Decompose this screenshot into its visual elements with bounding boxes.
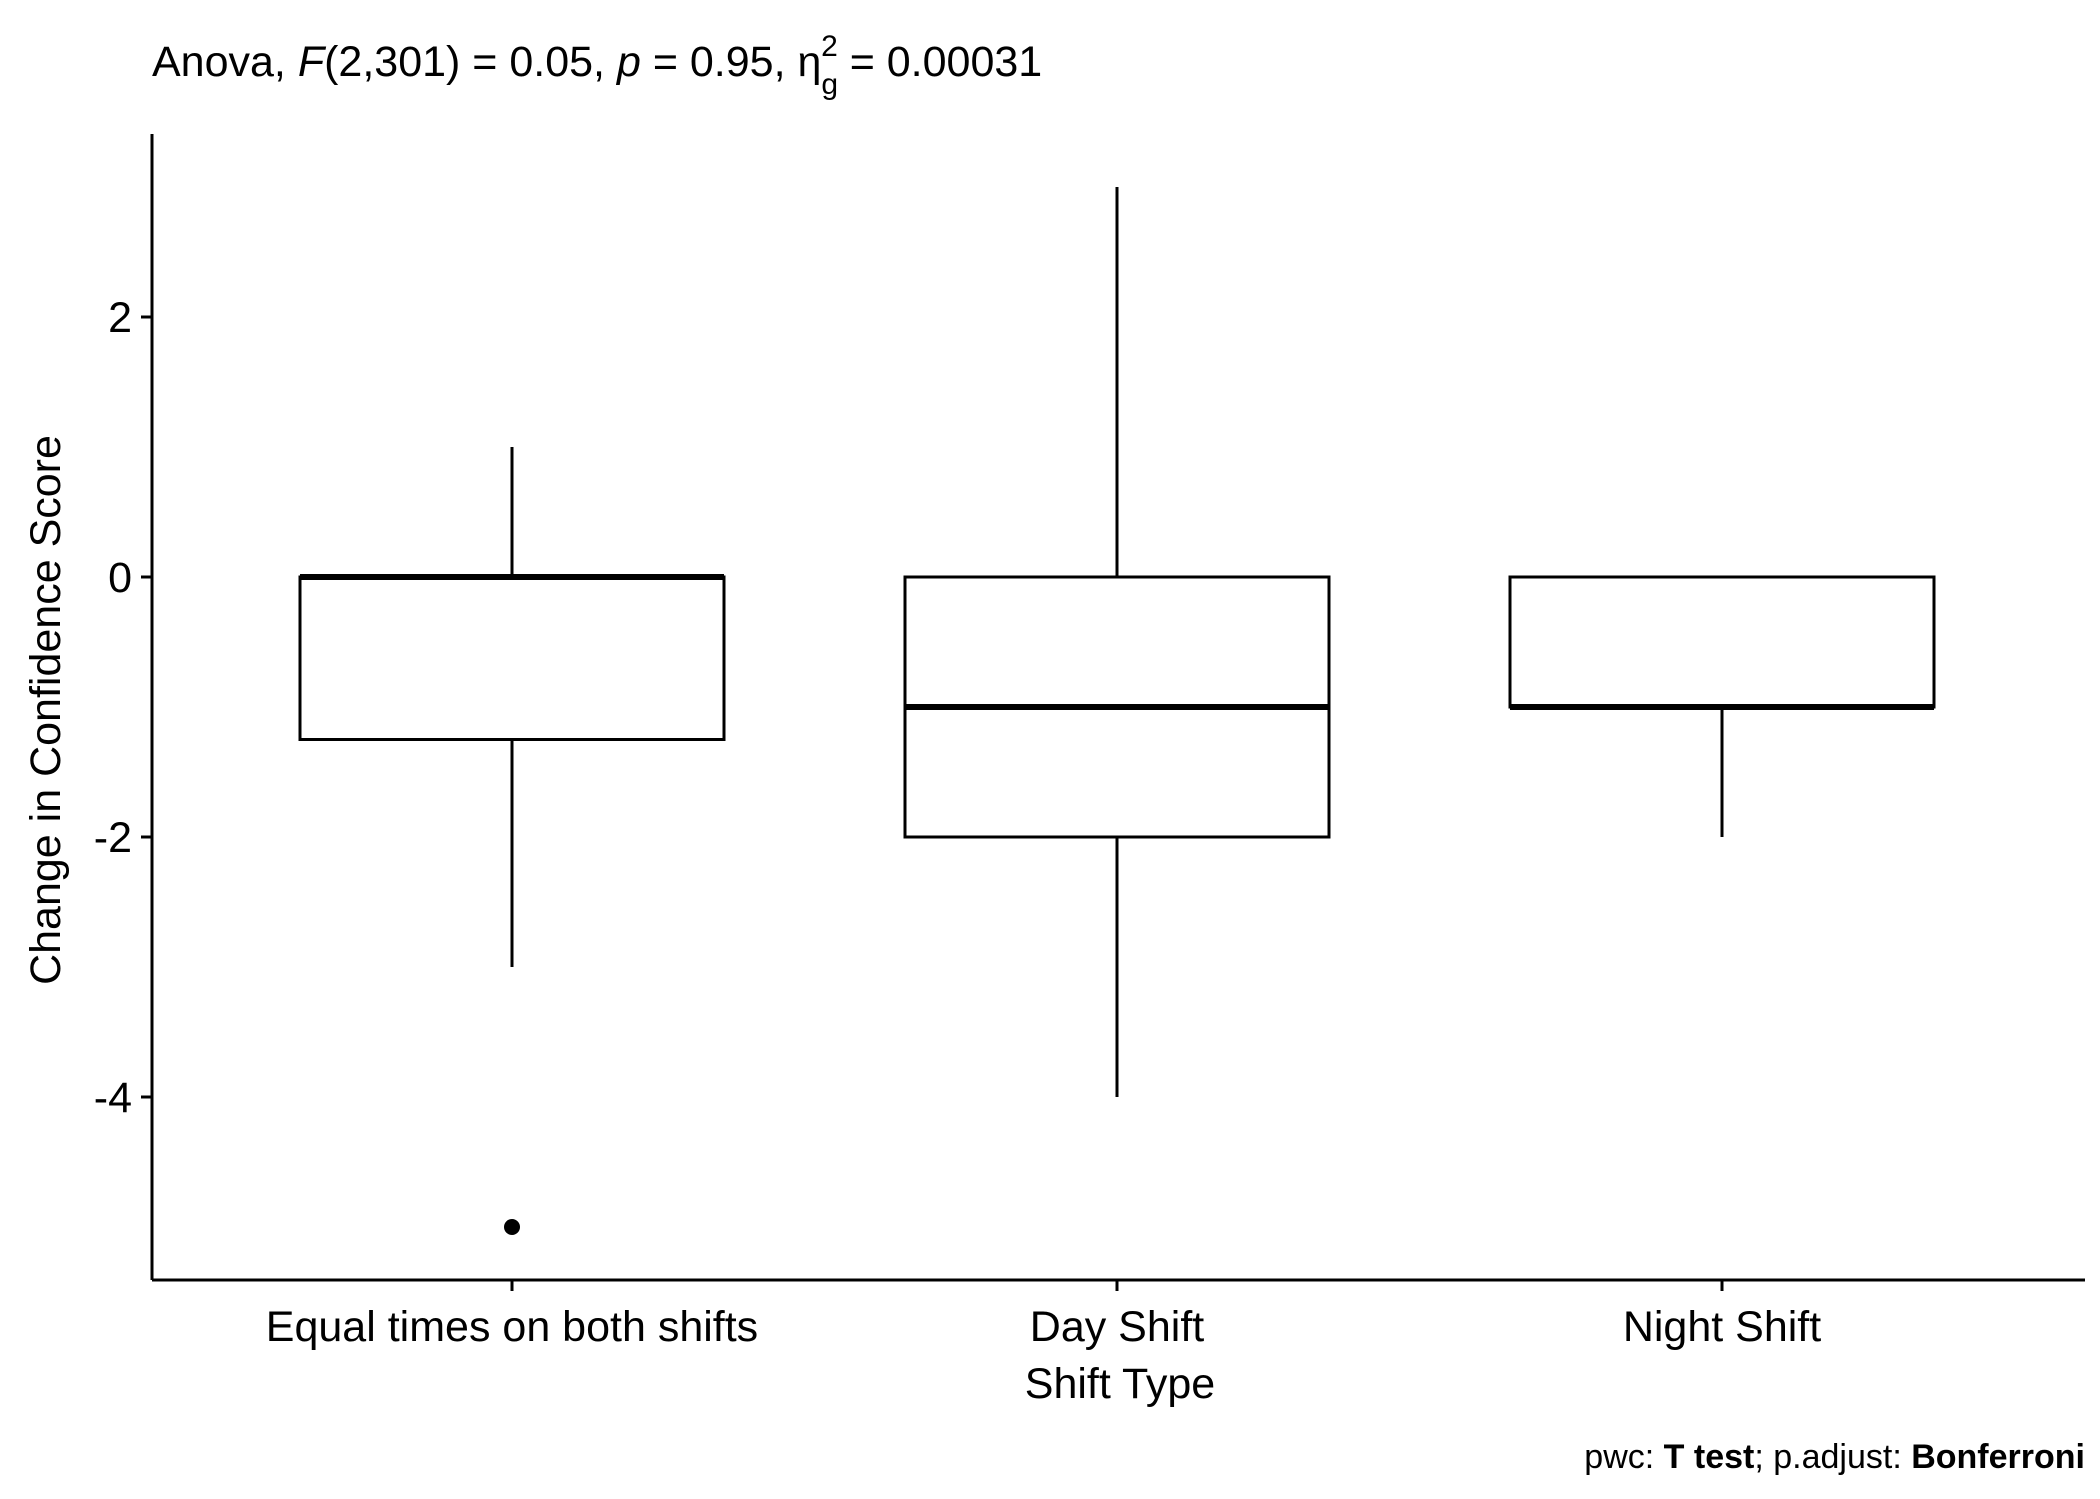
outlier-point bbox=[504, 1219, 520, 1235]
box-iqr bbox=[298, 575, 726, 741]
box-iqr bbox=[1508, 575, 1936, 709]
caption-part1: pwc: bbox=[1584, 1438, 1663, 1476]
x-tick-label: Day Shift bbox=[1030, 1303, 1205, 1351]
x-axis-title: Shift Type bbox=[1025, 1360, 1215, 1408]
title-eta-value: = 0.00031 bbox=[838, 38, 1042, 86]
boxes bbox=[298, 187, 1936, 1235]
x-tick-label: Equal times on both shifts bbox=[266, 1303, 758, 1351]
x-ticks: Equal times on both shifts Day Shift Night… bbox=[266, 1280, 1821, 1351]
x-tick-label: Night Shift bbox=[1623, 1303, 1821, 1351]
title-p-symbol: p bbox=[615, 38, 641, 86]
box-group bbox=[298, 447, 726, 1235]
caption: pwc: T test; p.adjust: Bonferroni bbox=[1584, 1438, 2085, 1476]
y-tick-label: -4 bbox=[94, 1074, 132, 1122]
title-eta-sup: 2 bbox=[821, 30, 838, 63]
box-group bbox=[1508, 575, 1936, 837]
title-prefix: Anova, bbox=[152, 38, 298, 86]
title-f-symbol: F bbox=[298, 38, 327, 86]
chart-title: Anova, F(2,301) = 0.05, p = 0.95, ηg 2 = … bbox=[152, 30, 1042, 101]
y-ticks: 2 0 -2 -4 bbox=[94, 294, 152, 1122]
caption-part4: Bonferroni bbox=[1911, 1438, 2085, 1476]
y-tick-label: 0 bbox=[108, 554, 132, 602]
box-group bbox=[903, 187, 1331, 1097]
title-f-args: (2,301) = 0.05, bbox=[324, 38, 617, 86]
caption-part3: ; p.adjust: bbox=[1754, 1438, 1911, 1476]
y-tick-label: 2 bbox=[108, 294, 132, 342]
title-p-value: = 0.95, bbox=[641, 38, 798, 86]
y-tick-label: -2 bbox=[94, 814, 132, 862]
caption-part2: T test bbox=[1664, 1438, 1755, 1476]
y-axis-title: Change in Confidence Score bbox=[22, 435, 70, 985]
title-eta-sub: g bbox=[821, 68, 838, 101]
title-eta-symbol: η bbox=[797, 38, 821, 86]
